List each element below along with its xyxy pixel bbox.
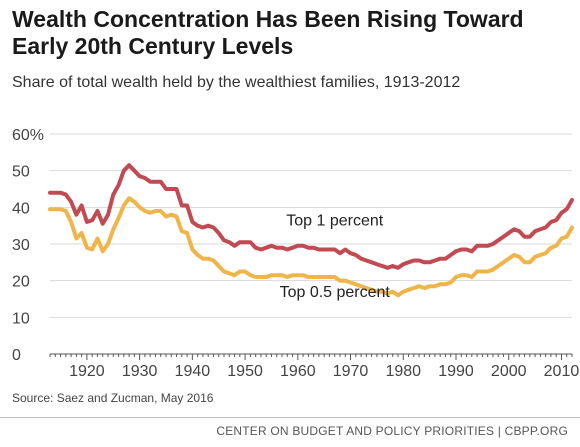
x-tick-label: 1930: [122, 363, 158, 380]
series-layer: [48, 163, 574, 298]
y-tick-label: 40: [12, 200, 30, 217]
y-tick-label: 10: [12, 310, 30, 327]
axis-layer: 0 10 20 30 40 50 60% 1920 1930 1940 1950 1960 1970 19…: [12, 127, 579, 380]
footer-divider: [0, 417, 580, 418]
label-layer: Top 1 percent Top 0.5 percent: [280, 213, 391, 301]
x-tick-label: 1990: [438, 363, 474, 380]
series-line-top-1-percent: [48, 163, 574, 270]
x-tick-label: 1980: [385, 363, 421, 380]
grid-layer: [50, 133, 572, 318]
chart-source: Source: Saez and Zucman, May 2016: [12, 391, 214, 405]
x-tick-label: 1970: [333, 363, 369, 380]
series-line-top-0-5-percent: [48, 196, 574, 298]
y-tick-label: 30: [12, 237, 30, 254]
chart-footer: CENTER ON BUDGET AND POLICY PRIORITIES |…: [216, 424, 568, 438]
series-annotation: Top 0.5 percent: [280, 284, 391, 301]
series-annotation: Top 1 percent: [286, 213, 384, 230]
x-tick-label: 1920: [69, 363, 105, 380]
chart-subtitle: Share of total wealth held by the wealth…: [12, 74, 461, 91]
x-tick-label: 2000: [491, 363, 527, 380]
x-tick-label: 2010: [544, 363, 580, 380]
chart-title: Wealth Concentration Has Been Rising Tow…: [12, 6, 524, 59]
y-tick-label: 50: [12, 164, 30, 181]
x-tick-label: 1940: [175, 363, 211, 380]
y-tick-label: 60%: [12, 127, 44, 144]
y-tick-label: 0: [12, 347, 21, 364]
x-tick-label: 1960: [280, 363, 316, 380]
y-tick-label: 20: [12, 274, 30, 291]
x-tick-label: 1950: [227, 363, 263, 380]
